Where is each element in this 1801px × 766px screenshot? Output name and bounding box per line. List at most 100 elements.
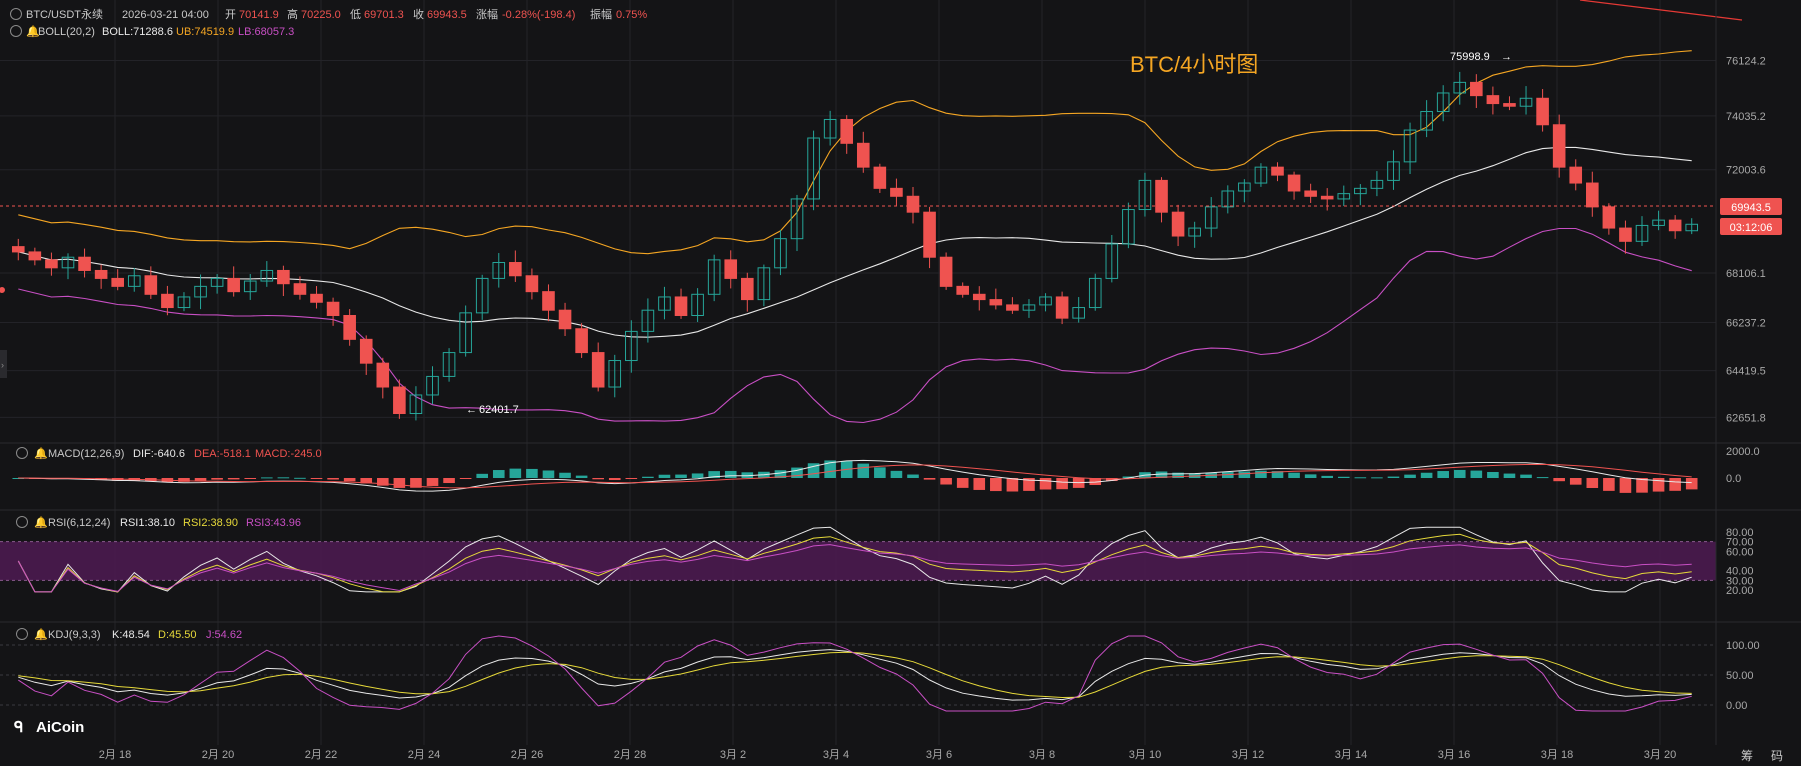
date-label: 2月 24 bbox=[408, 749, 440, 761]
macd-bar bbox=[1155, 471, 1168, 478]
candle-body bbox=[939, 256, 953, 287]
candle-body bbox=[608, 360, 622, 388]
trend-line[interactable] bbox=[1579, 0, 1743, 21]
macd-bar bbox=[956, 478, 969, 488]
watermark: ᑫ AiCoin bbox=[14, 719, 84, 736]
macd-bar bbox=[741, 472, 754, 478]
chip-tab-2[interactable]: 码 bbox=[1771, 749, 1783, 763]
candle-body bbox=[956, 285, 969, 295]
date-label: 3月 12 bbox=[1232, 749, 1264, 761]
header-amp-label: 振幅 bbox=[590, 7, 612, 21]
macd-bar bbox=[708, 471, 720, 478]
left-collapse-handle[interactable] bbox=[0, 350, 7, 378]
macd-bar bbox=[923, 478, 936, 480]
kdj-toggle-icon[interactable] bbox=[16, 628, 28, 640]
candle-body bbox=[1370, 179, 1384, 189]
macd-bar bbox=[658, 474, 671, 478]
rsi-rsi2: RSI2:38.90 bbox=[183, 517, 238, 529]
header-close-label: 收 bbox=[413, 7, 424, 21]
macd-bar bbox=[261, 477, 273, 479]
macd-bar bbox=[890, 470, 903, 478]
macd-toggle-icon[interactable] bbox=[16, 447, 28, 459]
macd-bar bbox=[791, 467, 803, 478]
header-change-value: -0.28%(-198.4) bbox=[502, 9, 575, 21]
rsi-bell-icon[interactable]: 🔔 bbox=[34, 516, 48, 529]
rsi3-line bbox=[17, 544, 1692, 593]
macd-bell-icon[interactable]: 🔔 bbox=[34, 447, 48, 460]
candle-body bbox=[542, 291, 555, 311]
macd-pane: 2000.0 0.0 bbox=[12, 446, 1760, 493]
macd-bar bbox=[824, 460, 836, 478]
candle-body bbox=[625, 330, 638, 362]
candle-body bbox=[1552, 124, 1566, 168]
candle-body bbox=[1155, 179, 1168, 213]
candle-body bbox=[310, 293, 323, 303]
kdj-bell-icon[interactable]: 🔔 bbox=[34, 628, 48, 641]
bell-icon[interactable]: 🔔 bbox=[26, 25, 40, 38]
header-high-value: 70225.0 bbox=[301, 9, 341, 21]
macd-bar bbox=[1619, 478, 1632, 493]
header-high-label: 高 bbox=[287, 7, 298, 21]
macd-bar bbox=[1652, 478, 1665, 492]
candle-body bbox=[1254, 166, 1268, 184]
candle-body bbox=[1519, 97, 1533, 107]
high-marker-arrow: → bbox=[1501, 51, 1512, 63]
candle-body bbox=[94, 269, 108, 279]
price-axis-label: 62651.8 bbox=[1726, 412, 1766, 424]
macd-macd: MACD:-245.0 bbox=[255, 448, 322, 460]
macd-bar bbox=[675, 474, 687, 478]
candle-body bbox=[45, 259, 58, 269]
macd-dif: DIF:-640.6 bbox=[133, 448, 185, 460]
candle-body bbox=[293, 283, 307, 295]
candle-body bbox=[1652, 219, 1665, 226]
boll-ub-line bbox=[18, 50, 1692, 255]
date-label: 3月 20 bbox=[1644, 749, 1676, 761]
candle-body bbox=[1304, 190, 1317, 197]
candle-body bbox=[575, 328, 588, 354]
boll-toggle-icon[interactable] bbox=[10, 25, 22, 37]
chart-title: BTC/4小时图 bbox=[1130, 52, 1258, 77]
macd-bar bbox=[542, 470, 555, 478]
macd-bar bbox=[1354, 477, 1367, 479]
candle-body bbox=[492, 262, 506, 279]
candle-body bbox=[1039, 296, 1052, 306]
macd-bar bbox=[327, 478, 339, 480]
kdj-j: J:54.62 bbox=[206, 629, 242, 641]
candle-body bbox=[144, 275, 158, 295]
aicoin-logo-icon: ᑫ bbox=[14, 719, 23, 736]
macd-bar bbox=[1238, 471, 1251, 478]
candle-body bbox=[558, 309, 572, 330]
candle-body bbox=[591, 352, 605, 388]
kdj-j-line bbox=[18, 635, 1692, 712]
candle-body bbox=[127, 275, 141, 287]
candle-body bbox=[509, 262, 522, 277]
macd-bar bbox=[1420, 472, 1433, 478]
price-axis-label: 72003.6 bbox=[1726, 165, 1766, 177]
macd-label: MACD(12,26,9) bbox=[48, 448, 124, 460]
candle-body bbox=[674, 296, 688, 316]
candle-body bbox=[1619, 227, 1632, 242]
current-price-tag bbox=[1720, 198, 1782, 215]
date-axis: 2月 18 2月 20 2月 22 2月 24 2月 26 2月 28 3月 2 3月 4 3月… bbox=[99, 749, 1676, 761]
chip-tab-1[interactable]: 筹 bbox=[1741, 749, 1753, 763]
candle-body bbox=[227, 277, 240, 293]
candle-body bbox=[61, 256, 75, 269]
boll-label: BOLL(20,2) bbox=[38, 26, 95, 38]
collapse-icon[interactable] bbox=[10, 8, 22, 20]
macd-bar bbox=[426, 478, 439, 486]
header-change-label: 涨幅 bbox=[476, 8, 498, 21]
date-label: 2月 26 bbox=[511, 749, 543, 761]
candle-body bbox=[393, 386, 406, 415]
date-label: 3月 18 bbox=[1541, 749, 1573, 761]
rsi-toggle-icon[interactable] bbox=[16, 516, 28, 528]
candle-body bbox=[823, 118, 837, 139]
date-label: 2月 18 bbox=[99, 749, 131, 761]
macd-bar bbox=[360, 478, 373, 484]
macd-bar bbox=[1106, 478, 1118, 482]
macd-bar bbox=[1337, 476, 1350, 478]
left-arrow-icon[interactable]: › bbox=[1, 360, 4, 370]
candle-body bbox=[1055, 296, 1069, 319]
